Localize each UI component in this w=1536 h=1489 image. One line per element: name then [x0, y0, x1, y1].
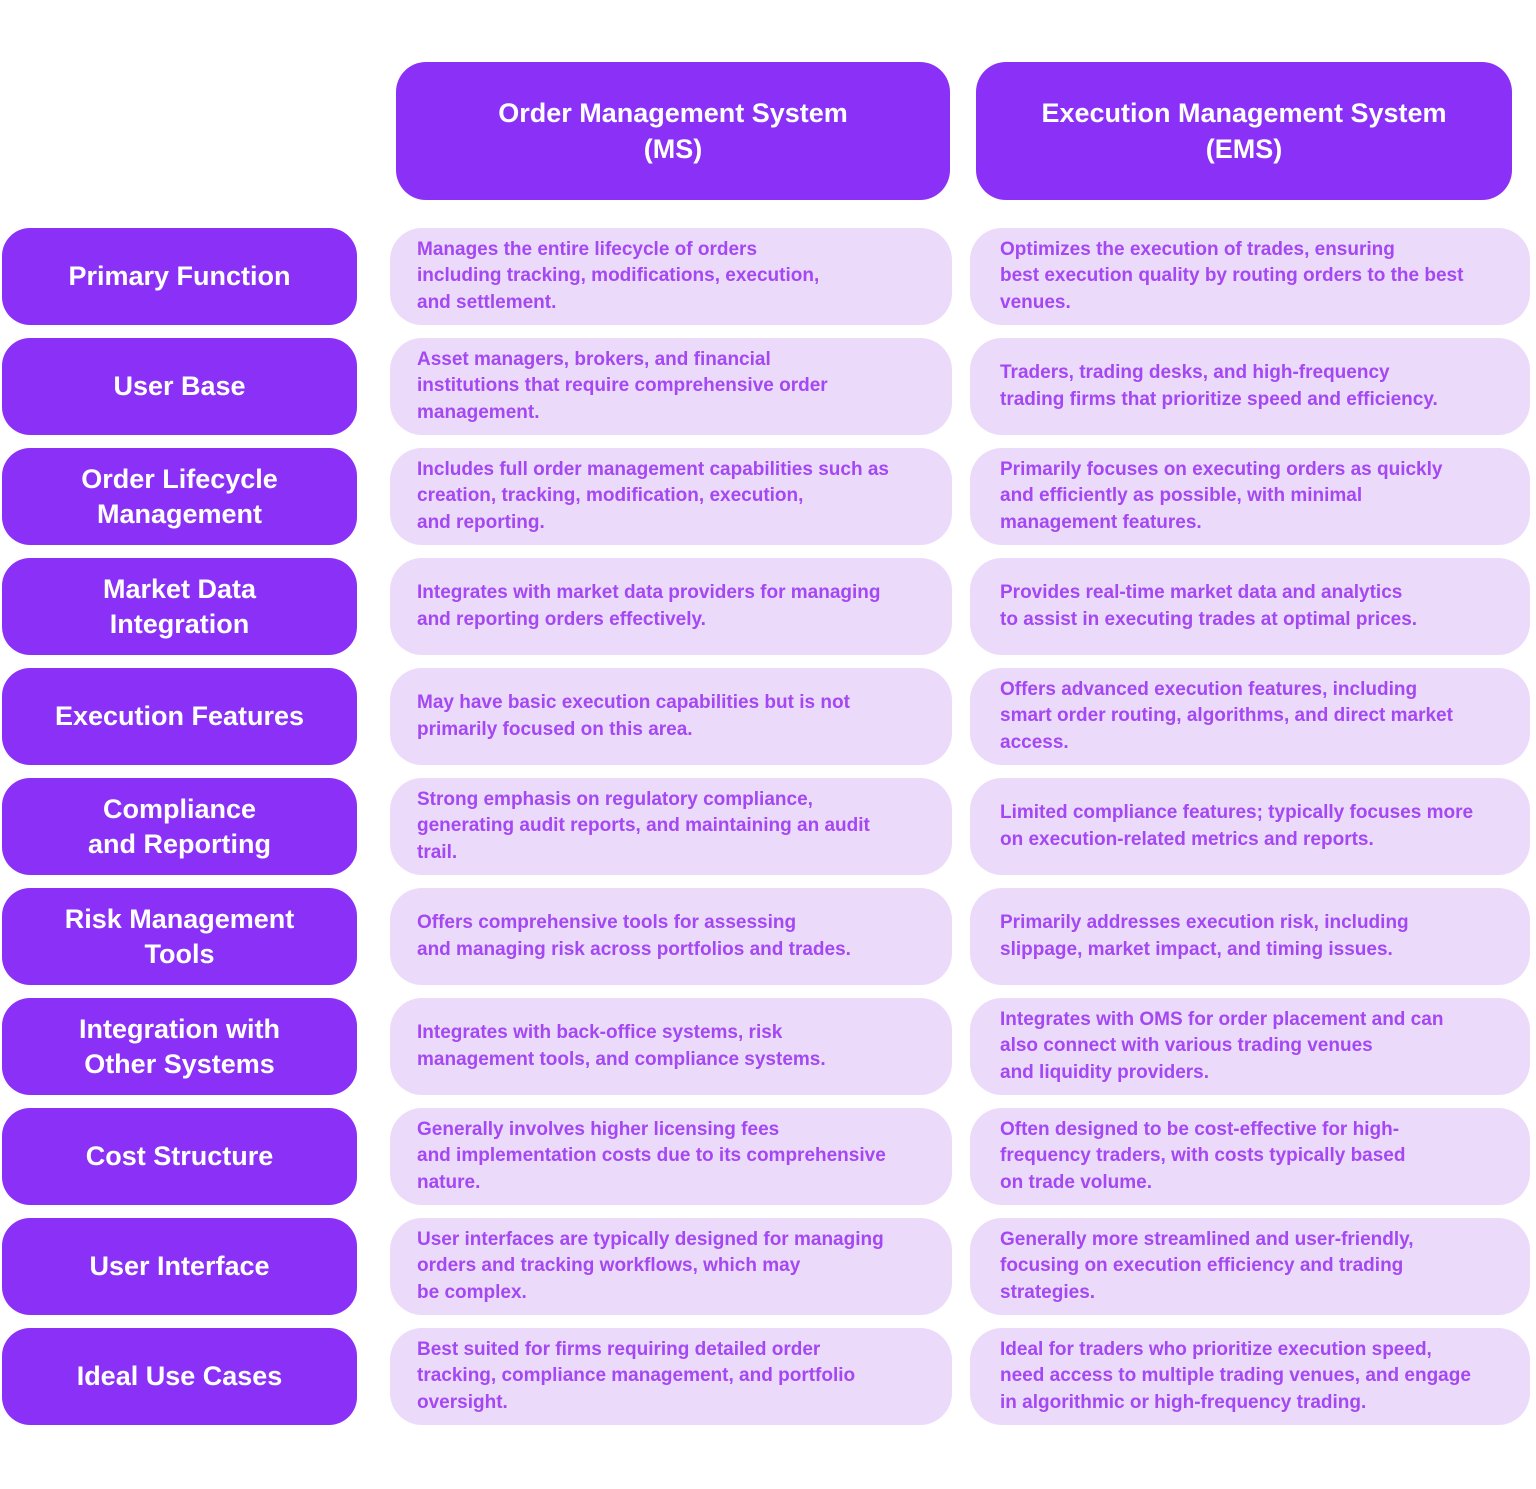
cell-oms: Strong emphasis on regulatory compliance…: [390, 778, 952, 875]
cell-ems: Traders, trading desks, and high-frequen…: [970, 338, 1530, 435]
table-row: Execution Features May have basic execut…: [2, 668, 1530, 765]
table-row: Market Data Integration Integrates with …: [2, 558, 1530, 655]
header-spacer: [2, 62, 357, 200]
cell-ems: Optimizes the execution of trades, ensur…: [970, 228, 1530, 325]
cell-oms: Includes full order management capabilit…: [390, 448, 952, 545]
cell-oms: Asset managers, brokers, and financial i…: [390, 338, 952, 435]
column-header-oms: Order Management System (MS): [396, 62, 950, 200]
cell-oms: Best suited for firms requiring detailed…: [390, 1328, 952, 1425]
cell-ems: Integrates with OMS for order placement …: [970, 998, 1530, 1095]
cell-ems: Often designed to be cost-effective for …: [970, 1108, 1530, 1205]
cell-oms: User interfaces are typically designed f…: [390, 1218, 952, 1315]
cell-oms: Manages the entire lifecycle of orders i…: [390, 228, 952, 325]
table-row: User Interface User interfaces are typic…: [2, 1218, 1530, 1315]
row-label-ideal-use-cases: Ideal Use Cases: [2, 1328, 357, 1425]
cell-oms: Integrates with market data providers fo…: [390, 558, 952, 655]
cell-oms: Offers comprehensive tools for assessing…: [390, 888, 952, 985]
table-row: Cost Structure Generally involves higher…: [2, 1108, 1530, 1205]
cell-ems: Limited compliance features; typically f…: [970, 778, 1530, 875]
cell-ems: Ideal for traders who prioritize executi…: [970, 1328, 1530, 1425]
column-header-ems: Execution Management System (EMS): [976, 62, 1512, 200]
row-label-risk-management-tools: Risk Management Tools: [2, 888, 357, 985]
table-row: Ideal Use Cases Best suited for firms re…: [2, 1328, 1530, 1425]
row-label-order-lifecycle-management: Order Lifecycle Management: [2, 448, 357, 545]
cell-ems: Primarily focuses on executing orders as…: [970, 448, 1530, 545]
table-row: Primary Function Manages the entire life…: [2, 228, 1530, 325]
row-label-user-interface: User Interface: [2, 1218, 357, 1315]
row-label-compliance-and-reporting: Compliance and Reporting: [2, 778, 357, 875]
cell-ems: Offers advanced execution features, incl…: [970, 668, 1530, 765]
cell-oms: Integrates with back-office systems, ris…: [390, 998, 952, 1095]
table-row: Compliance and Reporting Strong emphasis…: [2, 778, 1530, 875]
row-label-primary-function: Primary Function: [2, 228, 357, 325]
row-label-market-data-integration: Market Data Integration: [2, 558, 357, 655]
row-label-execution-features: Execution Features: [2, 668, 357, 765]
cell-oms: Generally involves higher licensing fees…: [390, 1108, 952, 1205]
table-row: Integration with Other Systems Integrate…: [2, 998, 1530, 1095]
table-row: Risk Management Tools Offers comprehensi…: [2, 888, 1530, 985]
cell-oms: May have basic execution capabilities bu…: [390, 668, 952, 765]
row-label-user-base: User Base: [2, 338, 357, 435]
table-row: Order Lifecycle Management Includes full…: [2, 448, 1530, 545]
row-label-integration-with-other-systems: Integration with Other Systems: [2, 998, 357, 1095]
table-row: User Base Asset managers, brokers, and f…: [2, 338, 1530, 435]
cell-ems: Generally more streamlined and user-frie…: [970, 1218, 1530, 1315]
row-label-cost-structure: Cost Structure: [2, 1108, 357, 1205]
cell-ems: Provides real-time market data and analy…: [970, 558, 1530, 655]
header-row: Order Management System (MS) Execution M…: [2, 62, 1530, 200]
cell-ems: Primarily addresses execution risk, incl…: [970, 888, 1530, 985]
